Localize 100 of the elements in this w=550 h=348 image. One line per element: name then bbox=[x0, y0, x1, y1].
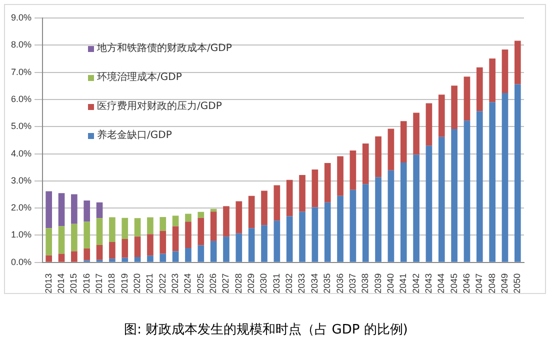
bar bbox=[185, 248, 192, 262]
bar bbox=[464, 76, 470, 121]
bar bbox=[514, 84, 521, 262]
x-tick-label: 2030 bbox=[258, 273, 269, 294]
x-tick-label: 2033 bbox=[296, 273, 307, 294]
bar bbox=[71, 194, 78, 224]
x-tick-label: 2013 bbox=[43, 273, 54, 294]
bar bbox=[261, 225, 268, 262]
bar bbox=[71, 251, 78, 262]
y-tick-label: 2.0% bbox=[11, 202, 32, 213]
x-tick-label: 2037 bbox=[347, 273, 358, 294]
x-tick-label: 2046 bbox=[461, 273, 472, 294]
bar bbox=[451, 86, 458, 130]
bar bbox=[46, 191, 52, 228]
x-tick-label: 2048 bbox=[486, 273, 497, 294]
bar bbox=[489, 102, 496, 262]
x-tick-label: 2021 bbox=[144, 273, 155, 294]
bar bbox=[96, 245, 103, 260]
bar bbox=[122, 258, 128, 262]
text: 图: 财政成本发生的规模和时点（占 GDP 的比例) bbox=[124, 322, 408, 338]
bar bbox=[413, 112, 420, 155]
bar bbox=[198, 218, 204, 246]
bar bbox=[109, 217, 116, 242]
bar bbox=[299, 212, 306, 262]
bar bbox=[400, 162, 407, 262]
y-tick-label: 4.0% bbox=[11, 148, 32, 158]
x-tick-label: 2039 bbox=[372, 273, 383, 294]
bar bbox=[172, 226, 179, 252]
bar bbox=[286, 216, 293, 262]
x-tick-label: 2050 bbox=[512, 273, 522, 294]
bar bbox=[147, 234, 154, 256]
bar bbox=[350, 150, 356, 190]
bar bbox=[160, 230, 166, 254]
bar bbox=[46, 228, 52, 256]
x-tick-label: 2042 bbox=[410, 273, 421, 294]
bar bbox=[147, 256, 154, 262]
x-tick-label: 2047 bbox=[474, 273, 484, 294]
x-tick-label: 2015 bbox=[68, 273, 79, 294]
y-tick-label: 1.0% bbox=[11, 230, 32, 240]
x-tick-label: 2032 bbox=[284, 273, 294, 294]
x-tick-label: 2019 bbox=[119, 273, 130, 294]
bar bbox=[185, 222, 192, 248]
bar bbox=[71, 224, 78, 252]
bar bbox=[388, 128, 394, 170]
bar bbox=[426, 146, 432, 262]
x-tick-label: 2031 bbox=[271, 273, 282, 294]
x-tick-label: 2027 bbox=[220, 273, 231, 294]
y-tick-label: 8.0% bbox=[11, 40, 32, 50]
bar bbox=[58, 226, 65, 254]
bar bbox=[134, 218, 141, 237]
y-tick-label: 6.0% bbox=[11, 94, 32, 104]
bar bbox=[210, 212, 217, 241]
x-tick-label: 2041 bbox=[398, 273, 408, 294]
bar bbox=[84, 248, 90, 260]
bar bbox=[58, 193, 65, 226]
bar bbox=[248, 196, 255, 228]
bar bbox=[134, 256, 141, 262]
legend-label: 环境治理成本/GDP bbox=[97, 71, 182, 84]
bar bbox=[185, 214, 192, 222]
bar bbox=[198, 212, 204, 218]
bar bbox=[350, 190, 356, 262]
y-tick-label: 7.0% bbox=[11, 66, 32, 77]
bar bbox=[274, 185, 280, 221]
x-tick-label: 2034 bbox=[309, 273, 320, 294]
bar bbox=[337, 196, 344, 262]
bar bbox=[324, 202, 331, 262]
x-tick-label: 2022 bbox=[157, 273, 168, 294]
y-tick-label: 0.0% bbox=[11, 256, 32, 267]
bar bbox=[236, 201, 242, 234]
bar bbox=[464, 120, 470, 262]
bar bbox=[84, 200, 90, 222]
bar bbox=[299, 174, 306, 212]
x-tick-label: 2025 bbox=[195, 273, 206, 294]
bar bbox=[502, 92, 508, 262]
bar bbox=[223, 206, 230, 237]
y-tick-label: 5.0% bbox=[11, 121, 32, 132]
x-tick-label: 2044 bbox=[436, 273, 446, 294]
x-tick-label: 2024 bbox=[182, 273, 193, 294]
bar bbox=[58, 254, 65, 262]
bar bbox=[514, 40, 521, 84]
bar bbox=[426, 103, 432, 146]
bar bbox=[438, 136, 445, 262]
x-tick-label: 2035 bbox=[322, 273, 332, 294]
bar bbox=[362, 143, 369, 184]
x-tick-label: 2023 bbox=[170, 273, 180, 294]
bar bbox=[109, 242, 116, 259]
legend-label: 养老金缺口/GDP bbox=[97, 129, 172, 142]
bar bbox=[413, 154, 420, 262]
bar bbox=[160, 217, 166, 231]
x-tick-label: 2017 bbox=[94, 273, 104, 294]
x-tick-label: 2018 bbox=[106, 273, 117, 294]
bar bbox=[489, 58, 496, 102]
x-tick-label: 2020 bbox=[132, 273, 142, 294]
bar bbox=[122, 218, 128, 240]
bar bbox=[476, 67, 483, 112]
bar bbox=[96, 218, 103, 245]
bar bbox=[324, 163, 331, 202]
bar bbox=[312, 170, 318, 208]
bar bbox=[274, 220, 280, 262]
bar bbox=[388, 170, 394, 262]
